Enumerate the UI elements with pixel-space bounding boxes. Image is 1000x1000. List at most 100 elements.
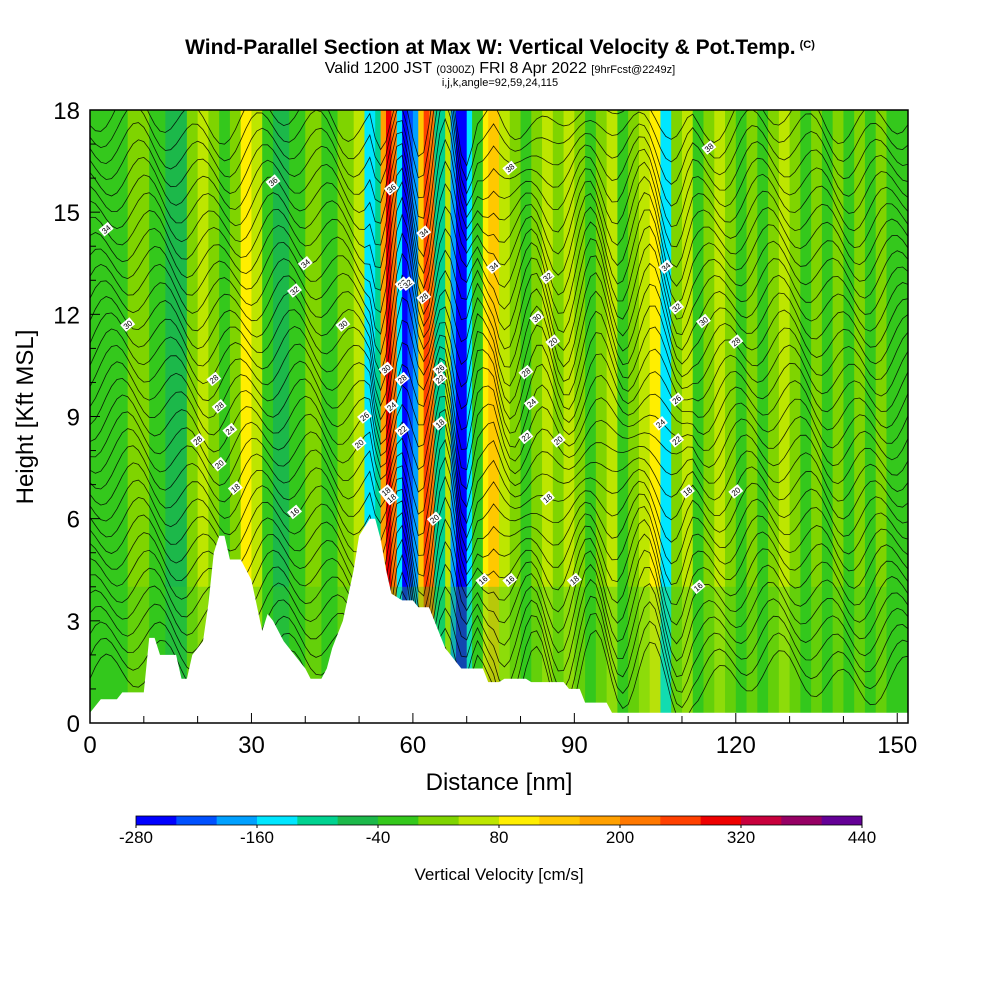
x-tick-label: 90 — [561, 732, 588, 759]
theta-contour-line — [90, 272, 908, 392]
velocity-band — [757, 110, 769, 723]
velocity-band — [219, 110, 231, 723]
velocity-band — [617, 110, 629, 723]
colorbar-swatch — [741, 816, 782, 825]
velocity-band — [197, 110, 209, 723]
x-axis-label: Distance [nm] — [426, 769, 573, 796]
velocity-band — [229, 110, 242, 723]
velocity-band — [186, 110, 199, 723]
theta-label-bg — [669, 432, 685, 448]
theta-label-bg — [222, 422, 238, 438]
theta-label-bg — [383, 398, 399, 414]
theta-label-bg — [190, 432, 206, 448]
velocity-band — [520, 110, 532, 723]
colorbar: -280 -160 -40 80 200 320 440 Vertical Velocity … — [119, 815, 876, 884]
x-tick-label: 120 — [716, 732, 756, 759]
theta-label-bg — [378, 361, 394, 377]
velocity-band — [821, 110, 834, 723]
theta-label-bg — [523, 395, 539, 411]
velocity-band — [165, 110, 188, 723]
velocity-band — [800, 110, 812, 723]
colorbar-swatch — [579, 816, 621, 825]
colorbar-swatch — [257, 816, 298, 825]
terrain — [90, 518, 908, 723]
theta-label-bg — [416, 289, 432, 305]
y-tick-label: 0 — [67, 711, 80, 738]
theta-label-bg — [669, 300, 685, 315]
colorbar-swatch — [418, 816, 460, 825]
y-tick-label: 6 — [67, 507, 80, 534]
theta-label-bg — [432, 371, 448, 387]
velocity-band — [531, 110, 543, 723]
theta-contour-line — [90, 332, 908, 434]
velocity-band — [445, 110, 452, 723]
y-tick-label: 9 — [67, 405, 80, 432]
velocity-band — [778, 110, 791, 723]
theta-label-bg — [529, 310, 545, 326]
copyright-mark: (C) — [799, 39, 815, 51]
theta-label-bg — [475, 572, 491, 588]
theta-label-bg — [383, 490, 399, 506]
theta-contour-line — [90, 110, 908, 199]
theta-label-bg — [357, 409, 372, 424]
theta-label-bg — [394, 422, 410, 438]
y-tick-label: 15 — [53, 200, 80, 227]
velocity-band — [396, 110, 403, 723]
theta-label-bg — [98, 221, 114, 237]
theta-label-bg — [211, 456, 227, 472]
theta-label-bg — [550, 432, 566, 448]
theta-label-bg — [426, 511, 442, 527]
velocity-band — [423, 110, 430, 723]
theta-label-bg — [728, 484, 744, 499]
theta-label-bg — [518, 364, 534, 380]
subtitle-forecast: [9hrFcst@2249z] — [591, 64, 676, 76]
theta-label-bg — [539, 490, 555, 506]
theta-label-bg — [265, 174, 281, 189]
theta-label-bg — [658, 259, 674, 275]
colorbar-swatch — [458, 816, 500, 825]
theta-label-bg — [400, 276, 415, 292]
velocity-band — [746, 110, 758, 723]
theta-label-bg — [383, 180, 399, 196]
y-tick-label: 3 — [67, 609, 80, 636]
velocity-band — [466, 110, 473, 723]
theta-contour-line — [90, 213, 908, 335]
theta-label-bg — [394, 371, 410, 387]
x-tick-label: 60 — [400, 732, 427, 759]
theta-label-bg — [566, 572, 582, 588]
theta-contour-line — [90, 395, 908, 508]
chart-subtitle: Valid 1200 JST (0300Z) FRI 8 Apr 2022 [9… — [0, 60, 1000, 78]
chart-title-text: Wind-Parallel Section at Max W: Vertical… — [185, 36, 796, 59]
theta-contour-line — [90, 408, 908, 525]
velocity-band — [843, 110, 855, 723]
colorbar-tick-label: -280 — [119, 828, 153, 847]
colorbar-swatch — [781, 816, 823, 825]
velocity-band — [789, 110, 801, 723]
velocity-band — [455, 110, 468, 723]
velocity-band — [628, 110, 640, 723]
theta-contour-line — [90, 346, 908, 445]
velocity-band — [660, 110, 672, 723]
velocity-band — [692, 110, 705, 723]
velocity-band — [375, 110, 382, 723]
terrain-profile — [90, 518, 908, 723]
theta-label-bg — [518, 429, 534, 445]
theta-label-bg — [432, 415, 448, 431]
theta-label-bg — [351, 436, 367, 452]
velocity-band — [875, 110, 888, 723]
theta-label-bg — [690, 579, 706, 595]
velocity-band — [482, 110, 489, 723]
velocity-band — [552, 110, 565, 723]
theta-contour-line — [90, 160, 908, 275]
velocity-band — [127, 110, 150, 723]
colorbar-swatch — [378, 816, 419, 825]
theta-contour-line — [90, 438, 908, 556]
y-tick-label: 18 — [53, 98, 80, 125]
velocity-band — [149, 110, 166, 723]
theta-contour-line — [90, 357, 908, 457]
velocity-band — [240, 110, 253, 723]
velocity-band — [407, 110, 414, 723]
velocity-band — [638, 110, 651, 723]
chart-subtitle-indices: i,j,k,angle=92,59,24,115 — [441, 77, 559, 89]
